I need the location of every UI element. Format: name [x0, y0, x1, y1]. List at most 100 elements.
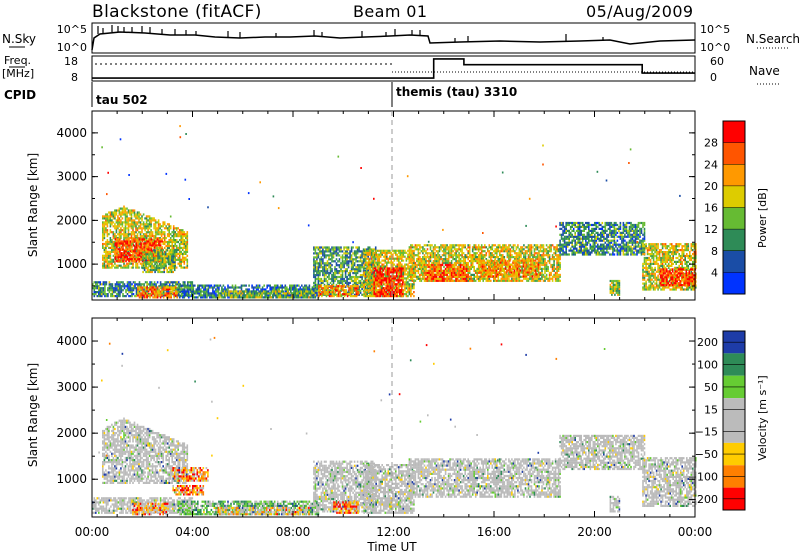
- data-cell: [173, 285, 175, 288]
- data-cell: [102, 223, 104, 226]
- data-cell: [325, 246, 327, 249]
- data-cell: [215, 292, 217, 295]
- data-cell: [359, 291, 362, 294]
- data-cell: [331, 248, 333, 251]
- data-cell: [363, 287, 365, 290]
- data-cell: [215, 288, 217, 291]
- data-cell: [325, 277, 327, 281]
- nsearch-tick-top: 10^5: [700, 23, 730, 36]
- data-cell: [452, 246, 454, 249]
- data-cell: [323, 270, 326, 273]
- data-cell: [106, 266, 109, 269]
- data-cell: [153, 290, 156, 293]
- data-cell: [176, 296, 178, 299]
- data-cell: [343, 256, 345, 259]
- data-cell: [175, 239, 178, 242]
- data-cell: [128, 289, 130, 292]
- data-cell: [138, 227, 140, 230]
- data-cell: [379, 255, 382, 258]
- data-cell: [132, 219, 134, 222]
- data-cell: [102, 266, 104, 269]
- data-cell: [220, 290, 223, 293]
- data-cell: [395, 287, 397, 290]
- data-cell: [156, 286, 159, 289]
- data-cell: [109, 231, 112, 234]
- data-cell: [186, 235, 189, 238]
- data-cell: [144, 291, 147, 294]
- data-cell: [125, 291, 127, 294]
- data-cell: [122, 252, 124, 255]
- data-cell: [355, 277, 357, 281]
- data-cell: [400, 289, 403, 292]
- data-cell: [349, 289, 352, 292]
- data-cell: [353, 250, 356, 253]
- data-cell: [192, 296, 195, 299]
- data-cell: [127, 221, 130, 224]
- data-cell: [369, 289, 371, 292]
- data-cell: [141, 244, 143, 248]
- data-cell: [177, 246, 179, 249]
- data-cell: [105, 295, 108, 298]
- data-cell: [155, 242, 157, 245]
- data-cell: [387, 267, 389, 270]
- data-cell: [375, 287, 377, 290]
- data-cell: [376, 261, 379, 264]
- data-cell: [453, 263, 456, 267]
- data-cell: [395, 249, 397, 252]
- data-cell: [131, 287, 133, 290]
- data-cell: [146, 267, 149, 270]
- data-cell: [378, 269, 380, 272]
- data-cell: [182, 283, 185, 286]
- data-cell: [399, 279, 401, 282]
- data-cell: [356, 283, 359, 286]
- data-cell: [291, 294, 294, 297]
- data-cell: [203, 290, 205, 293]
- data-cell: [382, 251, 385, 254]
- data-cell: [252, 296, 254, 299]
- data-cell: [139, 235, 142, 238]
- data-cell: [131, 246, 133, 249]
- data-cell: [396, 263, 399, 266]
- data-cell: [462, 260, 465, 263]
- data-cell: [316, 268, 318, 271]
- nsky-label: N.Sky: [2, 32, 36, 46]
- data-cell: [206, 292, 208, 295]
- data-cell: [222, 290, 225, 293]
- data-cell: [353, 254, 356, 257]
- data-cell: [272, 292, 274, 295]
- data-cell: [106, 262, 109, 265]
- data-cell: [177, 288, 179, 291]
- data-cell: [374, 258, 377, 261]
- data-cell: [447, 250, 450, 253]
- data-cell: [258, 284, 261, 287]
- data-cell: [183, 286, 186, 289]
- data-cell: [126, 262, 128, 265]
- data-cell: [168, 223, 170, 226]
- data-cell: [117, 250, 119, 253]
- data-cell: [188, 288, 190, 291]
- data-cell: [319, 258, 321, 261]
- data-cell: [386, 265, 388, 268]
- data-cell: [387, 261, 390, 264]
- data-cell: [163, 237, 166, 240]
- data-cell: [260, 288, 262, 291]
- data-cell: [109, 246, 112, 249]
- data-cell: [185, 240, 187, 244]
- data-cell: [234, 284, 237, 287]
- data-cell: [95, 285, 97, 288]
- data-cell: [401, 253, 403, 256]
- data-cell: [123, 266, 125, 269]
- data-cell: [137, 250, 139, 253]
- data-cell: [169, 244, 172, 248]
- data-cell: [422, 271, 424, 274]
- data-cell: [135, 213, 137, 216]
- data-cell: [369, 249, 371, 252]
- data-cell: [252, 294, 254, 297]
- data-cell: [384, 279, 386, 282]
- data-cell: [337, 275, 339, 279]
- data-cell: [426, 260, 429, 263]
- data-cell: [381, 295, 383, 298]
- data-cell: [126, 252, 129, 255]
- data-cell: [168, 292, 171, 295]
- data-cell: [132, 223, 134, 226]
